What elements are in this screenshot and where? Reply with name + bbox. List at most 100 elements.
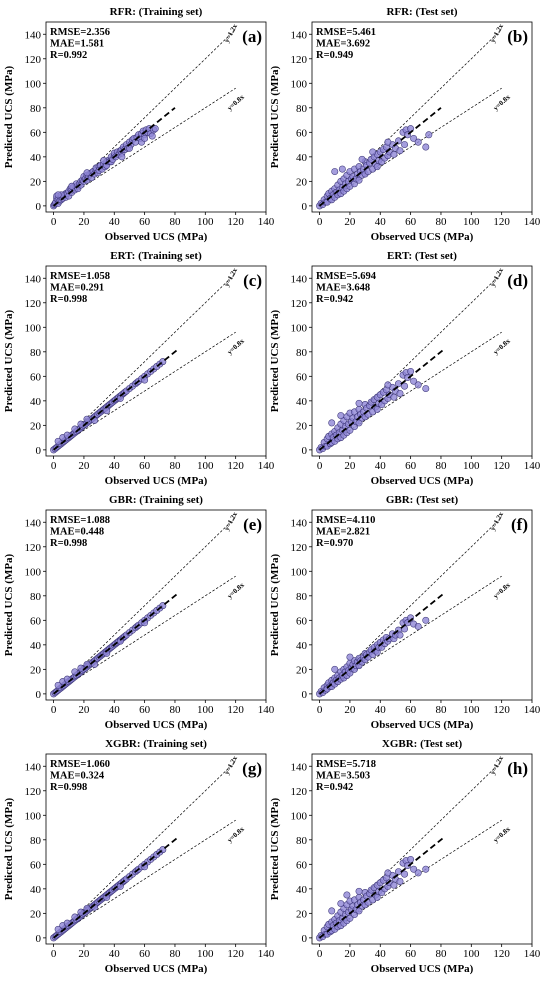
data-point bbox=[396, 631, 404, 639]
x-tick-label: 40 bbox=[109, 948, 121, 960]
data-point bbox=[407, 855, 415, 863]
y-tick-label: 100 bbox=[25, 78, 42, 90]
data-point bbox=[384, 869, 392, 877]
fit-line bbox=[319, 836, 445, 939]
reference-line-1.2 bbox=[319, 517, 502, 695]
y-tick-label: 40 bbox=[30, 396, 42, 408]
x-axis-label: Observed UCS (MPa) bbox=[371, 475, 474, 487]
x-tick-label: 40 bbox=[375, 460, 387, 472]
data-point bbox=[373, 893, 381, 901]
panel-title: XGBR: (Training set) bbox=[105, 738, 207, 750]
y-tick-label: 20 bbox=[296, 664, 308, 676]
y-tick-label: 100 bbox=[25, 810, 42, 822]
y-axis-label: Predicted UCS (MPa) bbox=[3, 553, 15, 656]
y-tick-label: 40 bbox=[296, 152, 308, 164]
data-point bbox=[343, 891, 351, 899]
x-tick-label: 0 bbox=[51, 948, 57, 960]
data-point bbox=[414, 622, 422, 630]
metric-text: MAE=0.448 bbox=[50, 527, 104, 538]
x-axis-label: Observed UCS (MPa) bbox=[105, 719, 208, 731]
panel-letter: (e) bbox=[243, 515, 262, 534]
y-tick-label: 100 bbox=[291, 566, 308, 578]
data-point bbox=[410, 865, 418, 873]
reference-line-label: y=1.2x bbox=[489, 754, 506, 776]
x-tick-label: 120 bbox=[493, 704, 510, 716]
data-point bbox=[414, 869, 422, 877]
x-tick-label: 120 bbox=[493, 216, 510, 228]
data-point bbox=[355, 419, 363, 427]
panel-letter: (f) bbox=[511, 515, 528, 534]
y-tick-label: 20 bbox=[296, 420, 308, 432]
x-axis-label: Observed UCS (MPa) bbox=[371, 231, 474, 243]
metric-text: MAE=2.821 bbox=[316, 527, 370, 538]
data-point bbox=[355, 176, 363, 184]
y-tick-label: 60 bbox=[30, 859, 42, 871]
x-tick-label: 60 bbox=[405, 460, 417, 472]
reference-line-label: y=0.8x bbox=[226, 337, 246, 356]
y-tick-label: 80 bbox=[296, 835, 308, 847]
x-tick-label: 20 bbox=[344, 704, 356, 716]
reference-line-label: y=1.2x bbox=[489, 266, 506, 288]
data-point bbox=[404, 374, 412, 382]
x-tick-label: 60 bbox=[139, 216, 151, 228]
reference-line-1.2 bbox=[53, 761, 236, 939]
plot-area bbox=[50, 517, 236, 698]
x-tick-label: 100 bbox=[197, 948, 214, 960]
y-tick-label: 80 bbox=[30, 835, 42, 847]
y-tick-label: 80 bbox=[296, 103, 308, 115]
x-tick-label: 20 bbox=[78, 704, 90, 716]
panel-title: XGBR: (Test set) bbox=[382, 738, 463, 750]
x-tick-label: 0 bbox=[51, 704, 57, 716]
x-tick-label: 80 bbox=[169, 704, 181, 716]
metric-text: RMSE=4.110 bbox=[316, 515, 375, 526]
data-point bbox=[414, 381, 422, 389]
x-tick-label: 100 bbox=[463, 948, 480, 960]
panel-title: GBR: (Training set) bbox=[109, 494, 203, 506]
x-tick-label: 40 bbox=[109, 460, 121, 472]
x-tick-label: 60 bbox=[139, 460, 151, 472]
metric-text: MAE=3.692 bbox=[316, 39, 370, 50]
metric-text: MAE=1.581 bbox=[50, 39, 104, 50]
data-point bbox=[328, 419, 336, 427]
data-point bbox=[410, 377, 418, 385]
reference-line-label: y=0.8x bbox=[226, 581, 246, 600]
data-point bbox=[390, 393, 398, 401]
y-tick-label: 100 bbox=[291, 810, 308, 822]
y-tick-label: 120 bbox=[291, 542, 308, 554]
data-point bbox=[390, 881, 398, 889]
panel-title: RFR: (Training set) bbox=[110, 6, 203, 18]
metric-text: R=0.970 bbox=[316, 538, 353, 549]
reference-line-label: y=0.8x bbox=[226, 825, 246, 844]
data-point bbox=[337, 412, 345, 420]
x-tick-label: 40 bbox=[109, 216, 121, 228]
data-point bbox=[390, 150, 398, 158]
y-tick-label: 80 bbox=[296, 347, 308, 359]
panel-title: ERT: (Training set) bbox=[110, 250, 202, 262]
y-tick-label: 20 bbox=[30, 664, 42, 676]
x-tick-label: 60 bbox=[405, 704, 417, 716]
data-point bbox=[384, 381, 392, 389]
data-point bbox=[373, 163, 381, 171]
x-tick-label: 20 bbox=[78, 460, 90, 472]
x-tick-label: 80 bbox=[169, 460, 181, 472]
data-point bbox=[396, 878, 404, 885]
y-tick-label: 20 bbox=[30, 908, 42, 920]
metric-text: MAE=0.324 bbox=[50, 771, 105, 782]
data-point bbox=[103, 407, 111, 415]
x-tick-label: 80 bbox=[169, 948, 181, 960]
y-tick-label: 0 bbox=[302, 201, 308, 213]
data-point bbox=[396, 390, 404, 397]
metric-text: R=0.949 bbox=[316, 50, 353, 61]
reference-line-1.2 bbox=[319, 29, 502, 207]
data-point bbox=[151, 125, 159, 133]
data-point bbox=[401, 870, 409, 878]
y-tick-label: 40 bbox=[296, 396, 308, 408]
reference-line-1.2 bbox=[319, 273, 502, 451]
x-tick-label: 0 bbox=[51, 216, 57, 228]
data-point bbox=[384, 138, 392, 146]
reference-line-label: y=1.2x bbox=[489, 510, 506, 532]
y-tick-label: 120 bbox=[291, 786, 308, 798]
data-point bbox=[355, 887, 363, 895]
y-tick-label: 80 bbox=[30, 347, 42, 359]
